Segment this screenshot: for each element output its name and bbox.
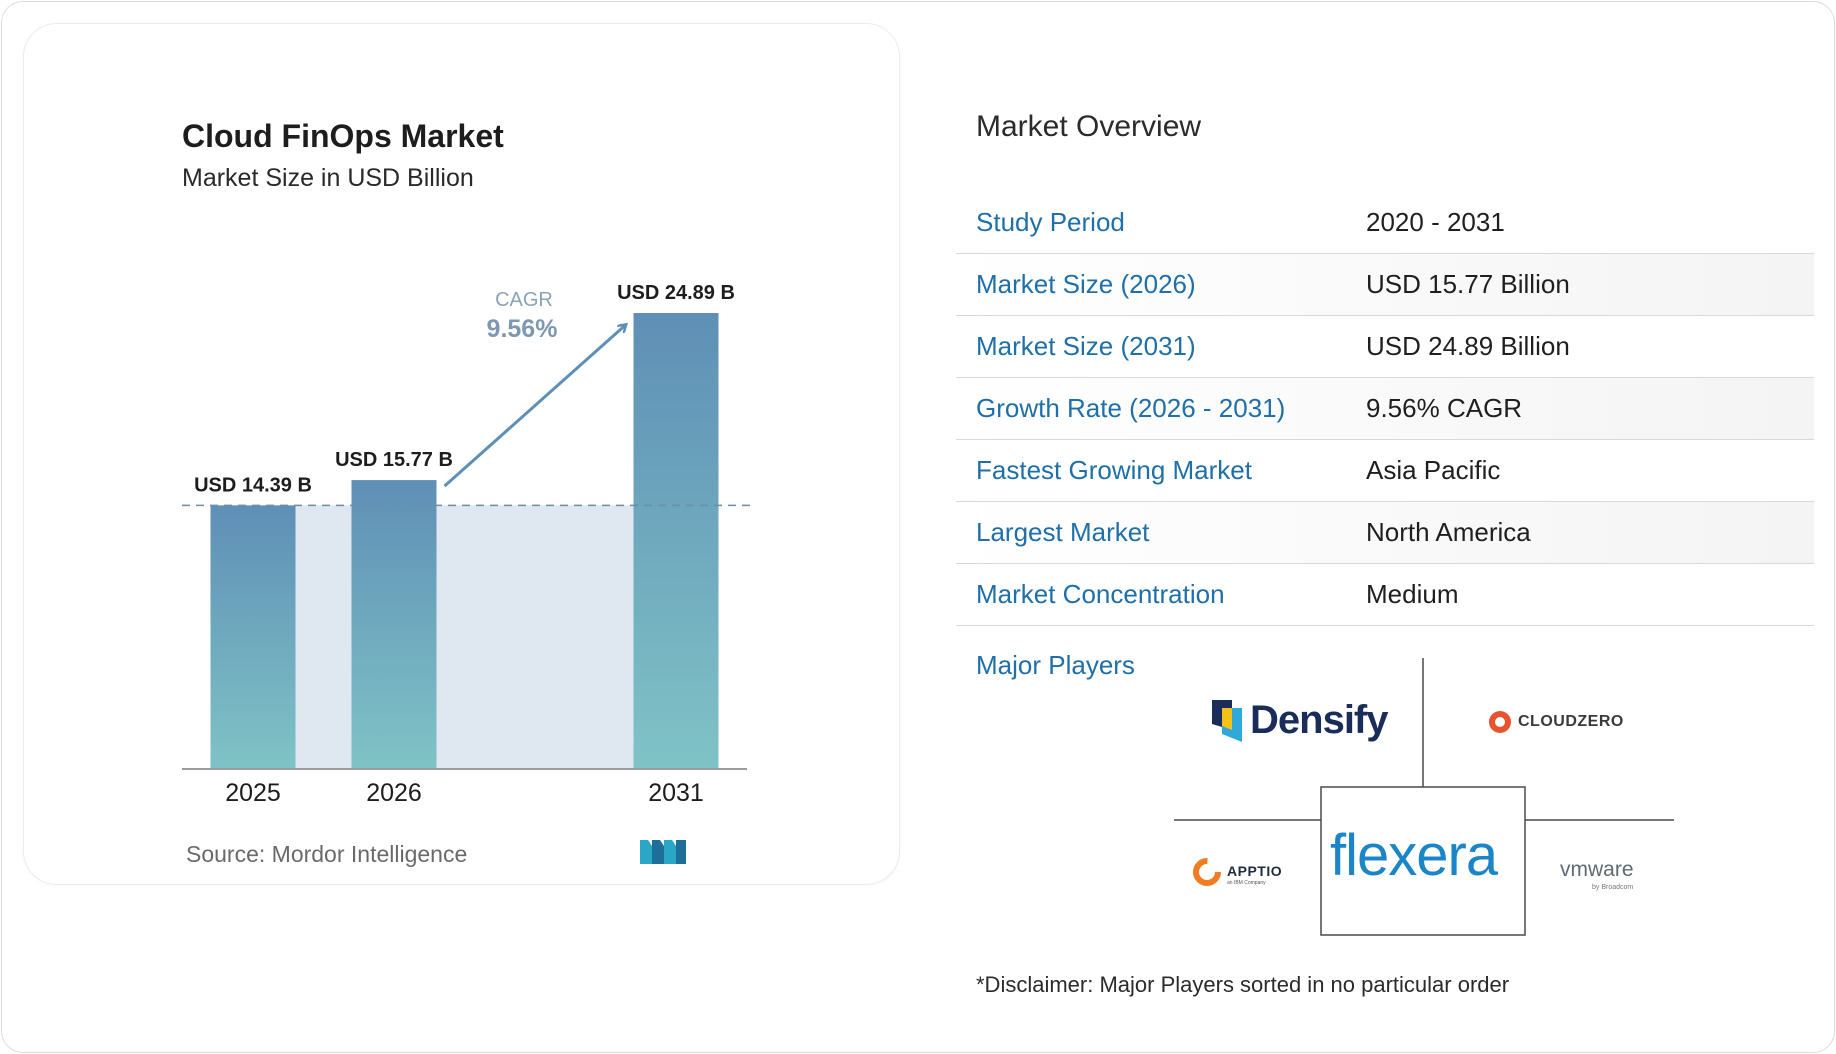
overview-row-value: USD 24.89 Billion [1366, 331, 1570, 361]
chart-subtitle: Market Size in USD Billion [182, 164, 474, 192]
overview-row-value: 2020 - 2031 [1366, 207, 1505, 237]
apptio-wordmark: APPTIO [1227, 863, 1283, 879]
overview-row-label: Market Size (2031) [976, 331, 1196, 361]
overview-row-label: Largest Market [976, 517, 1150, 547]
x-tick-label: 2026 [366, 779, 422, 807]
bar-data-label: USD 15.77 B [335, 449, 453, 471]
overview-row: Largest Market North America [956, 502, 1814, 564]
bar-2026 [351, 480, 437, 769]
x-tick-label: 2031 [648, 779, 704, 807]
flexera-logo: flexera [1330, 823, 1498, 888]
x-tick-label: 2025 [225, 779, 281, 807]
overview-row-value: USD 15.77 Billion [1366, 269, 1570, 299]
major-players-label: Major Players [976, 650, 1135, 680]
source-text: Source: Mordor Intelligence [186, 841, 468, 867]
cloudzero-mark-icon [1489, 711, 1511, 733]
apptio-subtext: an IBM Company [1227, 880, 1266, 886]
mordor-logo-icon [640, 840, 686, 864]
chart-title: Cloud FinOps Market [182, 118, 504, 154]
bar-2031 [633, 313, 719, 769]
overview-row: Fastest Growing Market Asia Pacific [956, 440, 1814, 502]
vmware-subtext: by Broadcom [1592, 884, 1634, 891]
densify-mark-icon [1212, 700, 1242, 742]
cagr-label: CAGR [495, 289, 553, 311]
baseline-area [295, 505, 634, 769]
apptio-mark-icon [1193, 858, 1221, 886]
overview-row-label: Fastest Growing Market [976, 455, 1252, 485]
overview-table: Study Period 2020 - 2031 Market Size (2026… [956, 192, 1814, 626]
bar-data-label: USD 14.39 B [194, 474, 312, 496]
bar-chart: USD 14.39 B 2025 USD 15.77 B 2026 USD 24.89 … [182, 282, 752, 807]
cagr-value: 9.56% [487, 315, 558, 343]
overview-row-value: 9.56% CAGR [1366, 393, 1523, 423]
overview-row: Market Size (2026) USD 15.77 Billion [956, 254, 1814, 316]
overview-heading: Market Overview [976, 110, 1202, 143]
bar-2025 [210, 505, 296, 769]
overview-row-label: Study Period [976, 207, 1125, 237]
cloudzero-wordmark: CLOUDZERO [1518, 713, 1624, 730]
overview-row: Growth Rate (2026 - 2031) 9.56% CAGR [956, 378, 1814, 440]
overview-row: Market Size (2031) USD 24.89 Billion [956, 316, 1814, 378]
overview-row-label: Growth Rate (2026 - 2031) [976, 393, 1286, 423]
bar-data-label: USD 24.89 B [617, 282, 735, 304]
overview-row-value: Asia Pacific [1366, 455, 1501, 485]
densify-wordmark: Densify [1250, 698, 1388, 742]
overview-row-value: North America [1366, 517, 1531, 547]
cagr-arrow [443, 325, 626, 488]
overview-row: Market Concentration Medium [956, 564, 1814, 626]
overview-row: Study Period 2020 - 2031 [956, 192, 1814, 254]
disclaimer: *Disclaimer: Major Players sorted in no … [976, 972, 1510, 997]
overview-row-value: Medium [1366, 579, 1459, 609]
overview-row-label: Market Size (2026) [976, 269, 1196, 299]
vmware-wordmark: vmware [1560, 858, 1634, 881]
overview-row-label: Market Concentration [976, 579, 1225, 609]
